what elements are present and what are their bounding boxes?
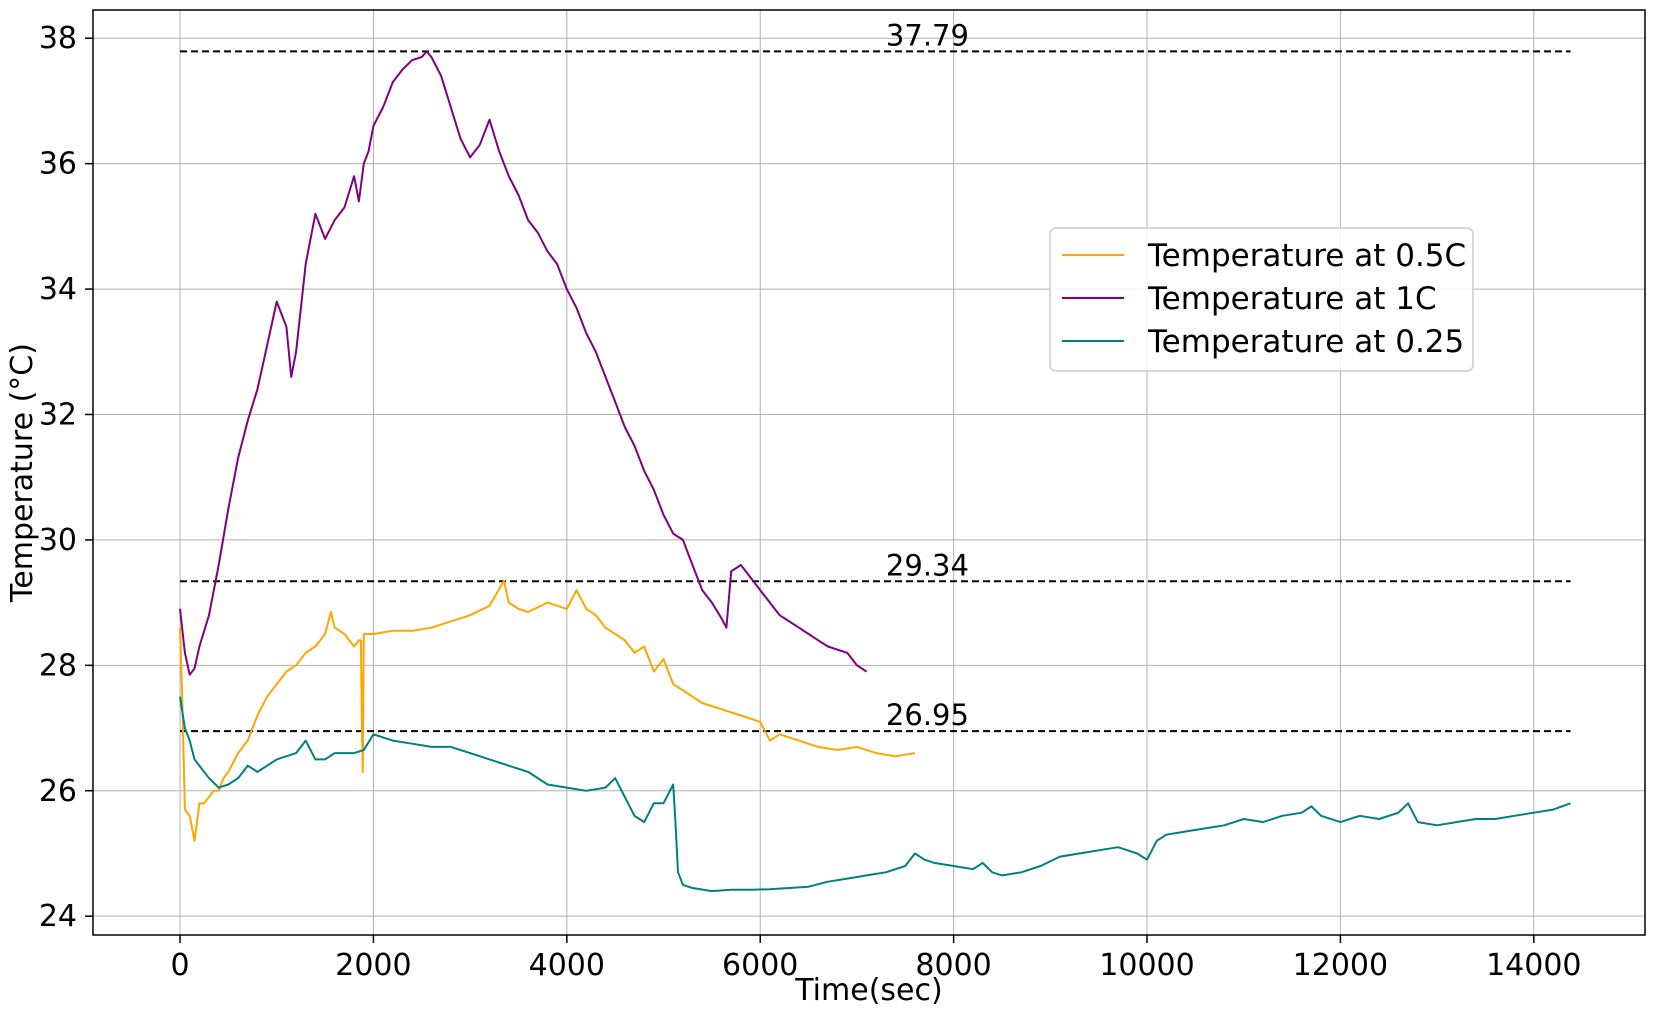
y-tick-label: 32 <box>39 397 77 432</box>
y-axis-label: Temperature (°C) <box>5 343 40 603</box>
reference-line-label: 29.34 <box>886 548 969 582</box>
reference-lines <box>180 50 1571 733</box>
y-tick-label: 26 <box>39 774 77 809</box>
y-tick-label: 24 <box>39 899 77 934</box>
series-line <box>179 50 868 676</box>
legend-entry-label: Temperature at 0.5C <box>1147 238 1466 274</box>
y-tick-label: 28 <box>39 648 77 683</box>
legend: Temperature at 0.5C Temperature at 1C Temp… <box>1049 227 1474 372</box>
y-tick-label: 34 <box>39 272 77 307</box>
x-tick-label: 0 <box>170 948 189 983</box>
series-line <box>179 579 916 842</box>
x-tick-label: 10000 <box>1099 948 1194 983</box>
reference-line-label: 26.95 <box>886 698 969 732</box>
x-tick-label: 12000 <box>1293 948 1388 983</box>
reference-labels: 37.79 29.34 26.95 <box>886 18 969 732</box>
legend-entry-label: Temperature at 0.25 <box>1147 324 1464 360</box>
x-tick-label: 14000 <box>1486 948 1581 983</box>
legend-entry-label: Temperature at 1C <box>1147 281 1437 317</box>
series-line <box>179 696 1571 893</box>
y-tick-label: 30 <box>39 523 77 558</box>
reference-line-label: 37.79 <box>886 18 969 52</box>
y-axis: 24 26 28 30 32 34 36 38 <box>39 21 93 934</box>
x-axis-label: Time(sec) <box>794 973 942 1008</box>
y-tick-label: 36 <box>39 147 77 182</box>
y-tick-label: 38 <box>39 21 77 56</box>
x-tick-label: 4000 <box>529 948 605 983</box>
legend-box <box>1049 227 1474 372</box>
x-axis: 0 2000 4000 6000 8000 10000 12000 14000 <box>170 935 1582 983</box>
series-lines <box>179 50 1571 893</box>
x-tick-label: 6000 <box>722 948 798 983</box>
x-tick-label: 8000 <box>915 948 991 983</box>
grid-lines <box>93 10 1645 935</box>
x-tick-label: 2000 <box>335 948 411 983</box>
plot-frame <box>92 9 1646 936</box>
